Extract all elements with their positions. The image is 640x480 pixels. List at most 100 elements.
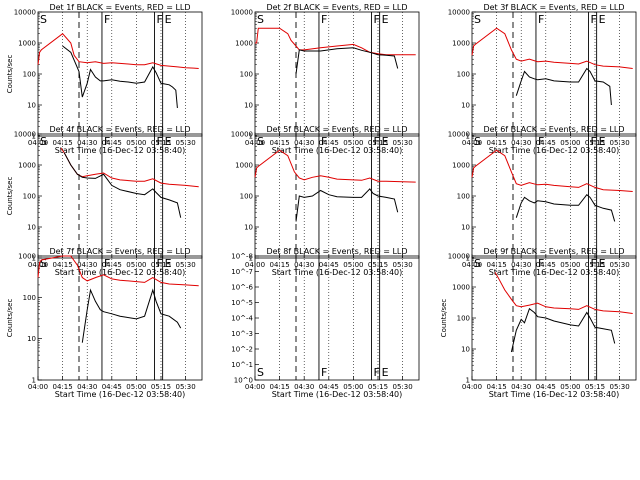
y-tick-label: 10000: [14, 131, 36, 139]
x-tick-label: 04:30: [511, 383, 531, 391]
events-series-line: [515, 193, 616, 222]
x-tick-label: 04:15: [487, 383, 507, 391]
x-tick-label: 05:15: [368, 383, 388, 391]
lld-series-line: [254, 149, 416, 183]
y-tick-label: 1: [32, 255, 36, 263]
x-axis-label: Start Time (16-Dec-12 03:58:40): [489, 268, 620, 277]
y-tick-label: 10000: [14, 9, 36, 17]
y-tick-label: 100: [23, 294, 36, 302]
y-tick-label: 10000: [448, 9, 470, 17]
x-tick-label: 04:00: [245, 383, 265, 391]
y-tick-label: 1: [249, 255, 253, 263]
y-tick-label: 100: [457, 193, 470, 201]
marker-label: F: [104, 135, 110, 148]
marker-label: S: [40, 135, 47, 148]
x-tick-label: 04:15: [270, 383, 290, 391]
marker-label: E: [599, 13, 606, 26]
marker-label: F: [373, 13, 379, 26]
marker-label: E: [382, 135, 389, 148]
x-axis-label: Start Time (16-Dec-12 03:58:40): [272, 390, 403, 399]
y-tick-label: 1: [466, 255, 470, 263]
y-tick-label: 1000: [452, 284, 470, 292]
marker-label: F: [590, 257, 596, 270]
y-tick-label: 10: [27, 224, 36, 232]
x-tick-label: 04:45: [319, 383, 339, 391]
panel-det-8: Det 8f BLACK = Events, RED = LLD 04:00 04:…: [231, 247, 420, 399]
y-axis-label: Counts/sec: [440, 299, 448, 338]
y-tick-label: 10^-5: [231, 299, 253, 307]
marker-label: F: [104, 257, 110, 270]
x-tick-label: 04:45: [102, 383, 122, 391]
y-tick-label: 10: [461, 102, 470, 110]
plot-title: Det 3f BLACK = Events, RED = LLD: [483, 3, 624, 12]
events-series-line: [515, 67, 612, 106]
plot-title: Det 7f BLACK = Events, RED = LLD: [49, 247, 190, 256]
x-axis-label: Start Time (16-Dec-12 03:58:40): [489, 390, 620, 399]
y-tick-label: 10: [461, 224, 470, 232]
y-tick-label: 10: [244, 102, 253, 110]
y-axis-label: Counts/sec: [6, 299, 14, 338]
x-tick-label: 04:30: [77, 383, 97, 391]
lld-series-line: [494, 271, 633, 314]
y-tick-label: 1: [466, 377, 470, 385]
x-tick-label: 05:30: [393, 383, 413, 391]
y-tick-label: 10^-3: [231, 330, 253, 338]
plot-title: Det 1f BLACK = Events, RED = LLD: [49, 3, 190, 12]
x-tick-label: 05:00: [343, 383, 363, 391]
x-tick-label: 04:30: [294, 383, 314, 391]
marker-label: S: [474, 257, 481, 270]
y-axis-label: Counts/sec: [6, 55, 14, 94]
y-tick-label: 10000: [231, 9, 253, 17]
y-tick-label: 100: [23, 71, 36, 79]
marker-label: S: [40, 13, 47, 26]
y-tick-label: 1000: [452, 40, 470, 48]
y-tick-label: 10: [27, 102, 36, 110]
y-tick-label: 10: [244, 224, 253, 232]
y-tick-label: 100: [457, 71, 470, 79]
x-axis-label: Start Time (16-Dec-12 03:58:40): [272, 146, 403, 155]
marker-label: F: [321, 13, 327, 26]
y-tick-label: 1: [32, 133, 36, 141]
marker-label: F: [373, 135, 379, 148]
marker-label: S: [257, 13, 264, 26]
marker-label: E: [165, 13, 172, 26]
y-tick-label: 1000: [452, 162, 470, 170]
marker-label: E: [382, 366, 389, 379]
y-tick-label: 1: [466, 133, 470, 141]
marker-label: F: [538, 135, 544, 148]
plot-title: Det 5f BLACK = Events, RED = LLD: [266, 125, 407, 134]
marker-label: F: [538, 257, 544, 270]
x-tick-label: 05:30: [610, 383, 630, 391]
y-tick-label: 10^-7: [231, 268, 253, 276]
marker-label: F: [590, 13, 596, 26]
marker-label: S: [257, 366, 264, 379]
y-tick-label: 10^0: [234, 377, 253, 385]
y-tick-label: 1000: [18, 162, 36, 170]
y-tick-label: 1000: [18, 40, 36, 48]
lld-series-line: [471, 27, 633, 69]
y-tick-label: 1: [32, 377, 36, 385]
plot-title: Det 6f BLACK = Events, RED = LLD: [483, 125, 624, 134]
lld-series-line: [471, 149, 633, 192]
x-axis-label: Start Time (16-Dec-12 03:58:40): [55, 146, 186, 155]
marker-label: F: [156, 257, 162, 270]
marker-label: F: [373, 366, 379, 379]
plot-title: Det 2f BLACK = Events, RED = LLD: [266, 3, 407, 12]
y-axis-label: Counts/sec: [6, 177, 14, 216]
x-axis-label: Start Time (16-Dec-12 03:58:40): [489, 146, 620, 155]
marker-label: F: [321, 366, 327, 379]
events-series-line: [62, 45, 178, 109]
y-tick-label: 10000: [231, 131, 253, 139]
y-tick-label: 10000: [448, 253, 470, 261]
lld-series-line: [255, 27, 416, 56]
x-tick-label: 04:45: [536, 383, 556, 391]
marker-label: F: [104, 13, 110, 26]
marker-label: F: [156, 135, 162, 148]
y-tick-label: 1000: [235, 162, 253, 170]
x-tick-label: 04:00: [28, 383, 48, 391]
events-series-line: [510, 307, 616, 353]
y-tick-label: 1000: [18, 253, 36, 261]
x-tick-label: 05:00: [560, 383, 580, 391]
events-series-line: [295, 47, 399, 75]
